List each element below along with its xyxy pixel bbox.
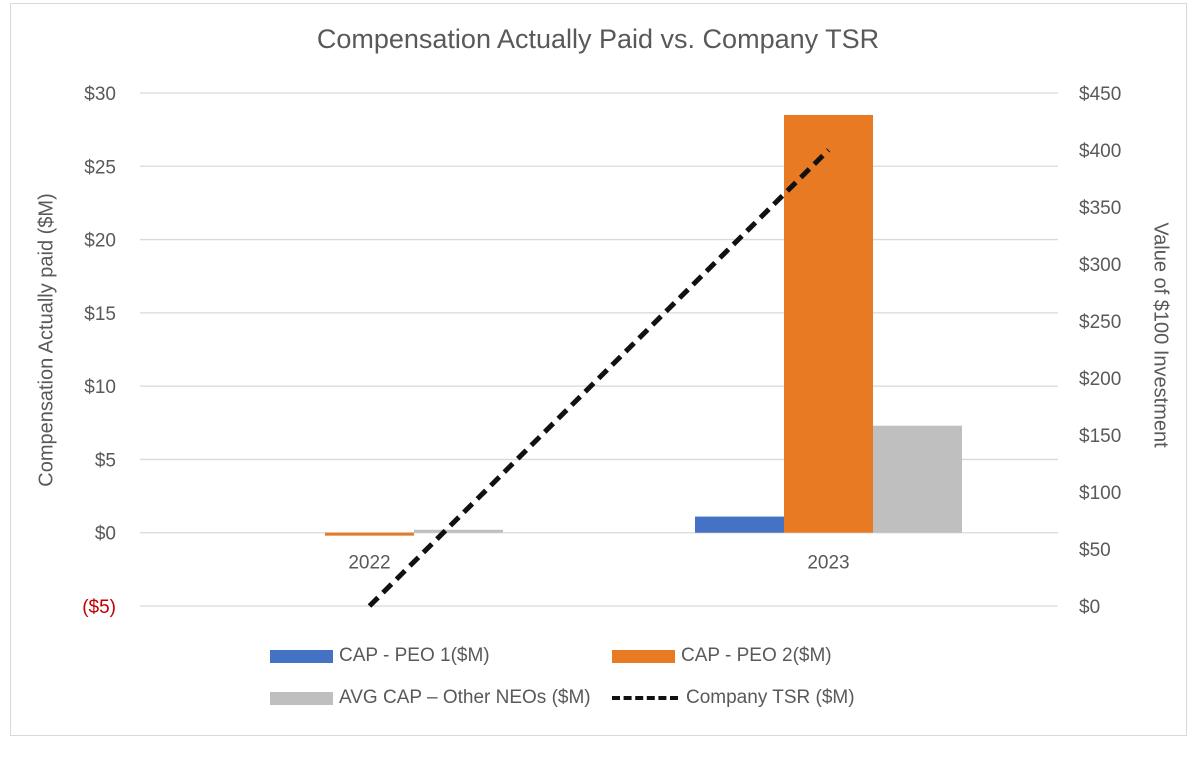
y-tick-label-left: $10	[84, 377, 116, 398]
y-tick-label-right: $450	[1079, 84, 1121, 105]
legend-label-tsr: Company TSR ($M)	[686, 687, 855, 708]
legend-item-peo1: CAP - PEO 1($M)	[270, 645, 490, 667]
y-tick-label-right: $250	[1079, 312, 1121, 333]
y-tick-label-left: $15	[84, 304, 116, 325]
y-tick-label-left: $5	[95, 450, 116, 471]
tsr-line	[367, 148, 831, 608]
x-tick-label: 2023	[807, 553, 849, 574]
y-tick-label-right: $0	[1079, 597, 1100, 618]
y-tick-label-right: $350	[1079, 198, 1121, 219]
bar	[784, 114, 873, 533]
y-tick-label-right: $400	[1079, 141, 1121, 162]
legend-label-other-neos: AVG CAP – Other NEOs ($M)	[339, 687, 591, 708]
y-tick-label-right: $200	[1079, 369, 1121, 390]
legend-label-peo1: CAP - PEO 1($M)	[339, 645, 490, 666]
legend-item-peo2: CAP - PEO 2($M)	[612, 645, 832, 667]
chart-frame	[10, 3, 1187, 736]
y-tick-label-left: $0	[95, 524, 116, 545]
legend-item-tsr: Company TSR ($M)	[612, 687, 855, 709]
legend-item-other-neos: AVG CAP – Other NEOs ($M)	[270, 687, 591, 709]
bar	[325, 532, 414, 536]
y-tick-label-right: $150	[1079, 426, 1121, 447]
y-tick-label-left: $25	[84, 157, 116, 178]
y-tick-label-left: $20	[84, 231, 116, 252]
y-tick-label-left: ($5)	[82, 597, 116, 618]
x-tick-label: 2022	[348, 553, 390, 574]
legend-swatch-peo1	[270, 649, 333, 663]
y-tick-label-right: $300	[1079, 255, 1121, 276]
legend-swatch-tsr	[612, 696, 678, 700]
y-tick-label-right: $50	[1079, 540, 1111, 561]
chart-title: Compensation Actually Paid vs. Company T…	[316, 24, 880, 54]
y-tick-label-right: $100	[1079, 483, 1121, 504]
y-tick-label-left: $30	[84, 84, 116, 105]
bar	[414, 529, 503, 533]
legend-swatch-peo2	[612, 649, 675, 663]
legend-swatch-other-neos	[270, 691, 333, 705]
legend-label-peo2: CAP - PEO 2($M)	[681, 645, 832, 666]
bar	[695, 516, 784, 533]
bar	[873, 425, 962, 533]
